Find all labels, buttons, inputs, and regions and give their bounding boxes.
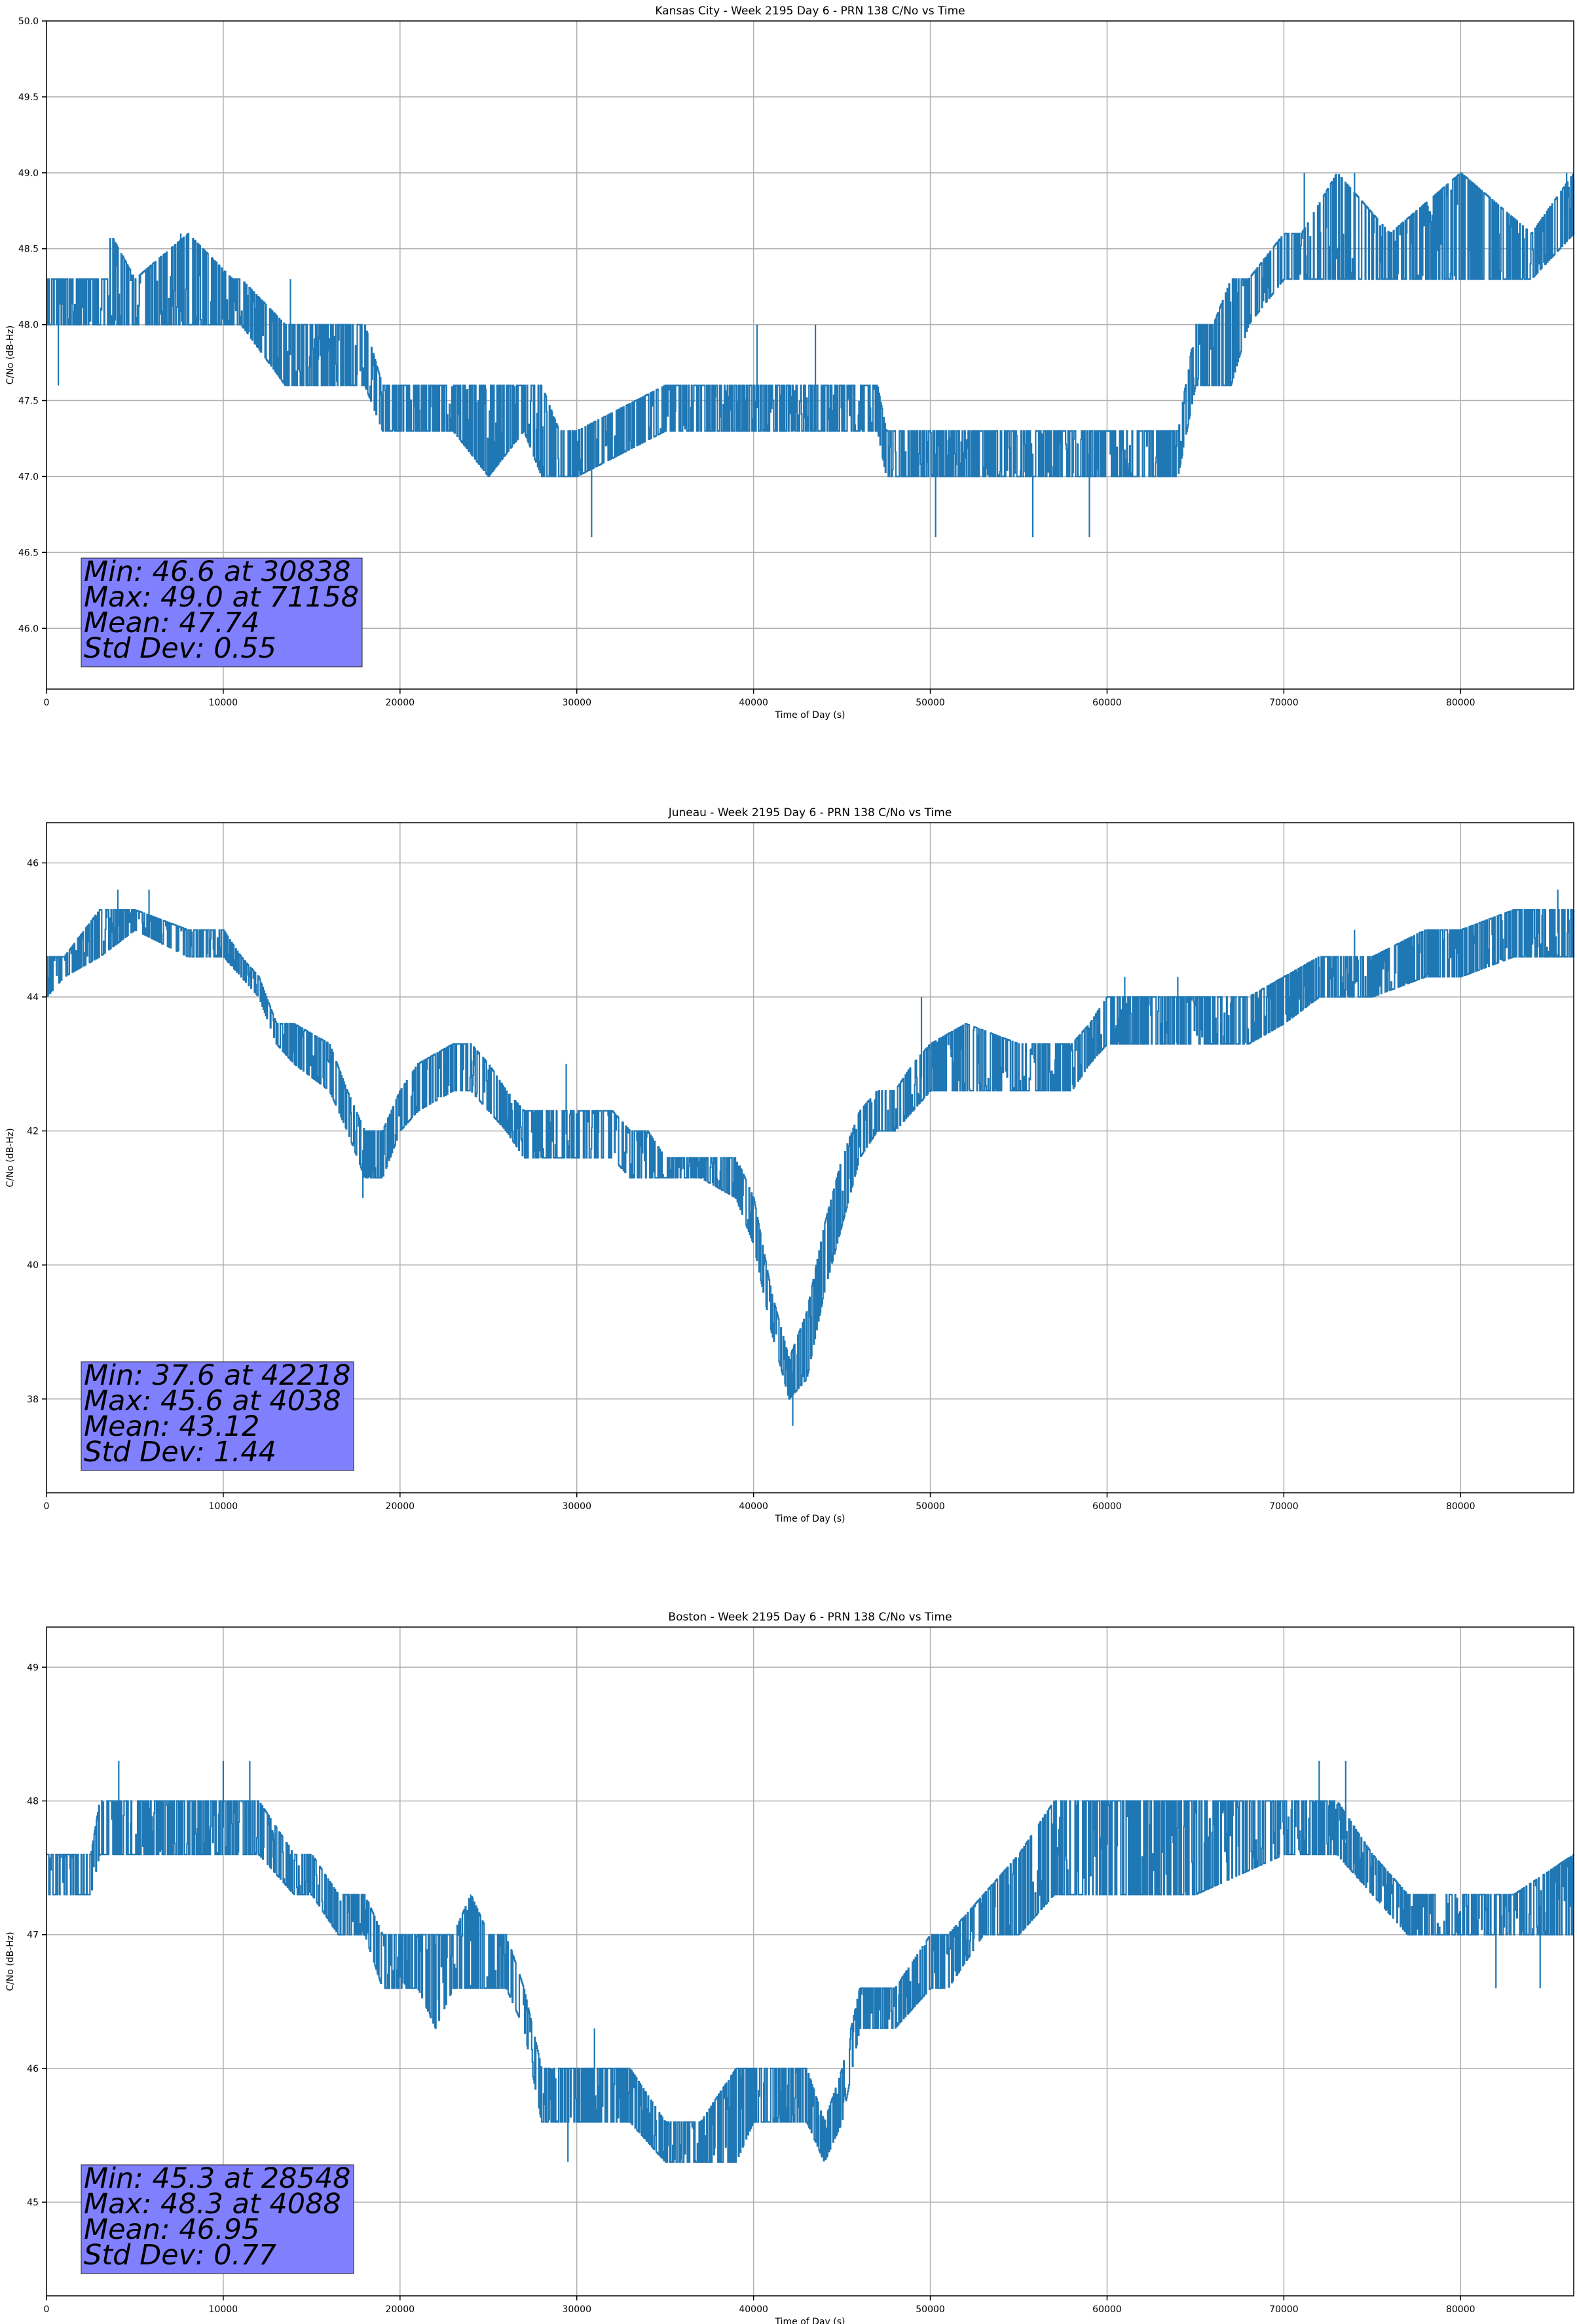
y-tick-label: 46.0 [18, 624, 39, 634]
chart-title: Juneau - Week 2195 Day 6 - PRN 138 C/No … [668, 806, 952, 819]
series-line [46, 1800, 1575, 2163]
x-tick-label: 40000 [739, 1501, 768, 1512]
x-tick-label: 70000 [1269, 2304, 1299, 2315]
chart-panel-boston: 0 10000 20000 30000 40000 50000 60000 70000 8000… [5, 1611, 1575, 2324]
x-tick-label: 50000 [916, 698, 945, 708]
y-tick-label: 44 [27, 992, 39, 1003]
y-tick-label: 48.0 [18, 320, 39, 331]
x-tick-label: 60000 [1092, 1501, 1122, 1512]
x-tick-label: 0 [44, 1501, 50, 1512]
stats-box: Min: 46.6 at 30838 Max: 49.0 at 71158 Me… [81, 555, 363, 667]
stats-box-background [81, 2164, 354, 2274]
x-tick-label: 20000 [386, 1501, 415, 1512]
y-tick-label: 49.0 [18, 168, 39, 179]
stats-box: Min: 45.3 at 28548 Max: 48.3 at 4088 Mea… [81, 2162, 354, 2274]
series-spikes [57, 172, 1568, 538]
x-tick-label: 40000 [739, 698, 768, 708]
grid [46, 823, 1574, 1493]
chart-panel-juneau: 0 10000 20000 30000 40000 50000 60000 70000 8000… [5, 806, 1575, 1524]
y-tick-label: 48 [27, 1796, 39, 1807]
stat-min: Min: 37.6 at 42218 [84, 1359, 351, 1392]
stats-box: Min: 37.6 at 42218 Max: 45.6 at 4038 Mea… [81, 1359, 354, 1471]
x-tick-label: 0 [44, 698, 50, 708]
ticks: 0 10000 20000 30000 40000 50000 60000 70000 8000… [27, 858, 1475, 1512]
x-tick-label: 10000 [209, 2304, 238, 2315]
x-tick-label: 30000 [562, 1501, 591, 1512]
y-tick-label: 46.5 [18, 548, 39, 558]
x-tick-label: 30000 [562, 2304, 591, 2315]
y-tick-label: 46 [27, 2064, 39, 2074]
x-tick-label: 0 [44, 2304, 50, 2315]
series-spikes [117, 890, 1559, 1426]
y-tick-label: 49 [27, 1662, 39, 1673]
stats-box-background [81, 557, 363, 667]
y-axis-label: C/No (dB-Hz) [5, 1932, 16, 1991]
stat-mean: Mean: 47.74 [84, 607, 259, 639]
y-tick-label: 47.5 [18, 396, 39, 407]
series-spikes [118, 1761, 1541, 2162]
plot-frame [46, 1626, 1574, 2296]
stat-mean: Mean: 43.12 [84, 1410, 259, 1443]
x-axis-label: Time of Day (s) [775, 710, 845, 721]
ticks: 0 10000 20000 30000 40000 50000 60000 70000 8000… [27, 1662, 1475, 2315]
x-tick-label: 80000 [1446, 698, 1475, 708]
x-tick-label: 80000 [1446, 2304, 1475, 2315]
y-tick-label: 42 [27, 1127, 39, 1137]
y-tick-label: 47.0 [18, 472, 39, 482]
x-tick-label: 10000 [209, 698, 238, 708]
ticks: 0 10000 20000 30000 40000 50000 60000 70000 8000… [18, 16, 1475, 708]
x-tick-label: 20000 [386, 698, 415, 708]
y-tick-label: 48.5 [18, 244, 39, 255]
stat-max: Max: 49.0 at 71158 [84, 581, 359, 614]
y-tick-label: 46 [27, 858, 39, 869]
stat-min: Min: 46.6 at 30838 [84, 555, 351, 588]
x-tick-label: 70000 [1269, 1501, 1299, 1512]
y-tick-label: 40 [27, 1260, 39, 1271]
x-tick-label: 30000 [562, 698, 591, 708]
x-tick-label: 50000 [916, 1501, 945, 1512]
x-tick-label: 10000 [209, 1501, 238, 1512]
stat-mean: Mean: 46.95 [84, 2213, 259, 2246]
y-tick-label: 38 [27, 1395, 39, 1405]
stat-std-dev: Std Dev: 0.55 [84, 632, 276, 665]
y-axis-label: C/No (dB-Hz) [5, 326, 16, 384]
x-axis-label: Time of Day (s) [775, 1514, 845, 1524]
stat-max: Max: 45.6 at 4038 [84, 1385, 341, 1417]
x-tick-label: 70000 [1269, 698, 1299, 708]
series-line [46, 172, 1575, 478]
series-line [46, 909, 1575, 1400]
stat-std-dev: Std Dev: 1.44 [84, 1436, 276, 1469]
stat-std-dev: Std Dev: 0.77 [84, 2239, 276, 2272]
plot-frame [46, 20, 1574, 690]
y-tick-label: 50.0 [18, 16, 39, 27]
y-tick-label: 47 [27, 1930, 39, 1941]
chart-title: Kansas City - Week 2195 Day 6 - PRN 138 … [655, 5, 965, 18]
y-tick-label: 49.5 [18, 92, 39, 103]
x-axis-label: Time of Day (s) [775, 2317, 845, 2324]
stats-box-background [81, 1361, 354, 1471]
chart-panel-kansas-city: 0 10000 20000 30000 40000 50000 60000 70000 8000… [5, 5, 1575, 721]
stat-min: Min: 45.3 at 28548 [84, 2162, 351, 2195]
x-tick-label: 40000 [739, 2304, 768, 2315]
x-tick-label: 60000 [1092, 2304, 1122, 2315]
x-tick-label: 60000 [1092, 698, 1122, 708]
grid [46, 1627, 1574, 2296]
y-axis-label: C/No (dB-Hz) [5, 1128, 16, 1187]
x-tick-label: 50000 [916, 2304, 945, 2315]
y-tick-label: 45 [27, 2198, 39, 2208]
plot-frame [46, 822, 1574, 1493]
stat-max: Max: 48.3 at 4088 [84, 2188, 341, 2221]
x-tick-label: 20000 [386, 2304, 415, 2315]
chart-title: Boston - Week 2195 Day 6 - PRN 138 C/No … [668, 1611, 952, 1624]
x-tick-label: 80000 [1446, 1501, 1475, 1512]
